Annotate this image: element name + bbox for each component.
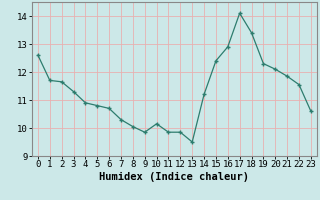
X-axis label: Humidex (Indice chaleur): Humidex (Indice chaleur) — [100, 172, 249, 182]
